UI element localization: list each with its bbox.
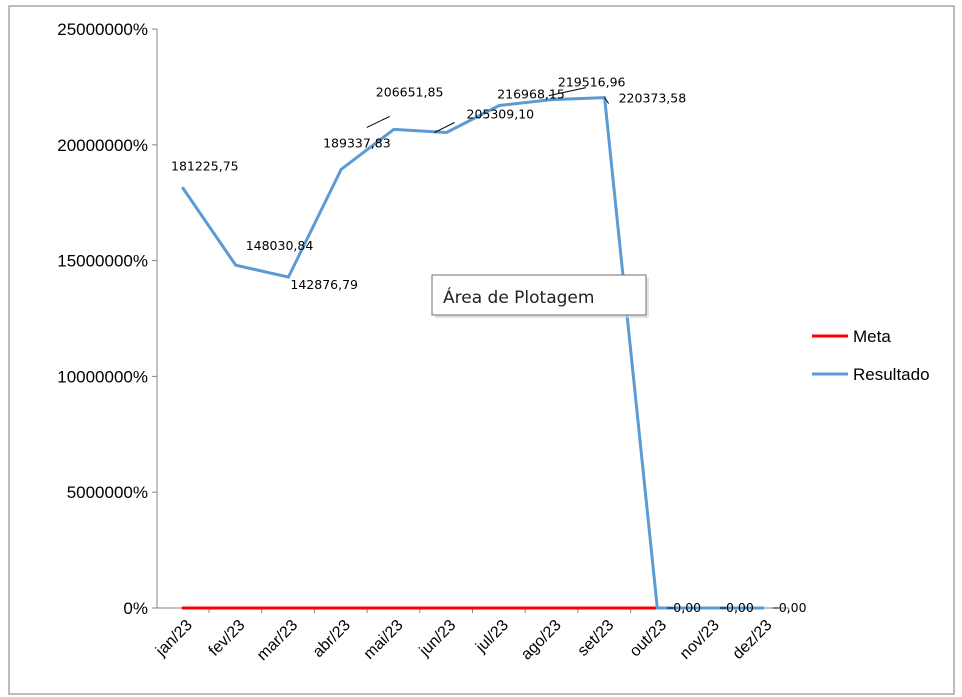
data-labels: 181225,75 148030,84 142876,79 189337,83 2066… (171, 75, 807, 615)
series-point-meta (497, 606, 501, 610)
data-label: 181225,75 (171, 158, 239, 173)
series-point-resultado (339, 167, 343, 171)
legend-label-meta: Meta (853, 327, 891, 346)
data-label-leader (604, 97, 610, 104)
y-tick-label: 25000000% (57, 20, 148, 39)
data-label: 205309,10 (467, 107, 535, 122)
data-label: 219516,96 (558, 75, 626, 90)
y-tick-label: 0% (123, 599, 148, 618)
data-label: 0,00 (726, 600, 754, 615)
y-tick-label: 15000000% (57, 252, 148, 271)
data-label: 0,00 (673, 600, 701, 615)
y-tick-label: 5000000% (67, 483, 148, 502)
series-point-meta (603, 606, 607, 610)
series-point-meta (234, 606, 238, 610)
series-point-meta (550, 606, 554, 610)
data-label-leader (548, 87, 587, 97)
series-point-resultado (655, 606, 659, 610)
series-point-meta (286, 606, 290, 610)
legend: Meta Resultado (812, 327, 930, 384)
y-tick-label: 10000000% (57, 367, 148, 386)
data-label: 148030,84 (246, 238, 314, 253)
series-layer (181, 96, 765, 610)
series-point-resultado (392, 127, 396, 131)
y-tick-label: 20000000% (57, 136, 148, 155)
data-label: 206651,85 (376, 84, 444, 99)
series-point-resultado (286, 275, 290, 279)
series-point-meta (445, 606, 448, 610)
series-point-resultado (234, 263, 238, 267)
plot-area-tooltip: Área de Plotagem (431, 274, 649, 318)
data-label: 142876,79 (290, 277, 358, 292)
series-point-meta (339, 606, 343, 610)
chart-frame (8, 5, 955, 695)
series-point-resultado (497, 104, 501, 108)
series-line-resultado (181, 96, 763, 610)
data-label-leader (434, 122, 455, 133)
series-point-meta (181, 606, 185, 610)
series-point-resultado (708, 606, 712, 610)
tooltip-text: Área de Plotagem (443, 286, 594, 308)
data-label: 189337,83 (323, 135, 391, 150)
series-point-meta (392, 606, 396, 610)
series-point-resultado (181, 186, 185, 190)
data-label-leader (366, 115, 391, 128)
data-label: 220373,58 (619, 91, 687, 106)
series-point-resultado (445, 131, 448, 135)
data-label: 216968,15 (497, 87, 565, 102)
legend-label-resultado: Resultado (853, 365, 930, 384)
series-point-resultado (550, 98, 554, 102)
series-point-resultado (761, 606, 765, 610)
data-label: 0,00 (779, 600, 807, 615)
y-axis: 0% 5000000% 10000000% 15000000% 20000000% 250… (57, 20, 158, 618)
